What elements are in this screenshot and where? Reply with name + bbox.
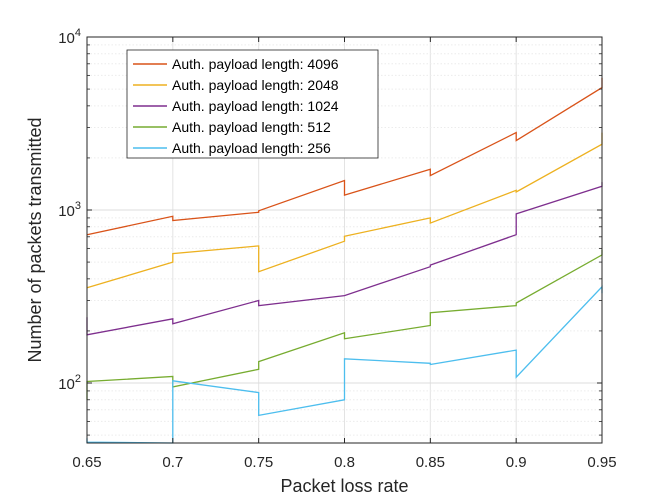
x-tick-label: 0.8 bbox=[334, 454, 355, 471]
x-tick-label: 0.95 bbox=[587, 454, 616, 471]
x-tick-labels: 0.65 0.7 0.75 0.8 0.85 0.9 0.95 bbox=[72, 454, 616, 471]
series-line-3 bbox=[86, 182, 603, 336]
x-tick-label: 0.7 bbox=[162, 454, 183, 471]
axis-ticks bbox=[86, 36, 603, 443]
legend-label-4: Auth. payload length: 512 bbox=[172, 119, 331, 135]
y-tick-labels: 102 103 104 bbox=[58, 27, 81, 393]
y-tick-label: 103 bbox=[58, 200, 81, 220]
series-lines bbox=[86, 77, 603, 444]
legend-label-3: Auth. payload length: 1024 bbox=[172, 98, 339, 114]
x-tick-label: 0.65 bbox=[72, 454, 101, 471]
series-line-2 bbox=[86, 132, 603, 289]
series-line-1 bbox=[86, 77, 603, 236]
legend-label-2: Auth. payload length: 2048 bbox=[172, 77, 339, 93]
x-tick-label: 0.75 bbox=[244, 454, 273, 471]
legend-label-5: Auth. payload length: 256 bbox=[172, 140, 331, 156]
series-line-5 bbox=[86, 285, 603, 444]
x-axis-title: Packet loss rate bbox=[280, 476, 408, 496]
legend: Auth. payload length: 4096 Auth. payload … bbox=[126, 49, 379, 159]
x-tick-label: 0.9 bbox=[506, 454, 527, 471]
y-tick-label: 104 bbox=[58, 27, 81, 47]
y-tick-label: 102 bbox=[58, 373, 81, 393]
legend-label-1: Auth. payload length: 4096 bbox=[172, 56, 339, 72]
x-tick-label: 0.85 bbox=[416, 454, 445, 471]
y-axis-title: Number of packets transmitted bbox=[25, 117, 45, 362]
legend-box bbox=[126, 49, 379, 159]
series-line-4 bbox=[86, 249, 603, 400]
